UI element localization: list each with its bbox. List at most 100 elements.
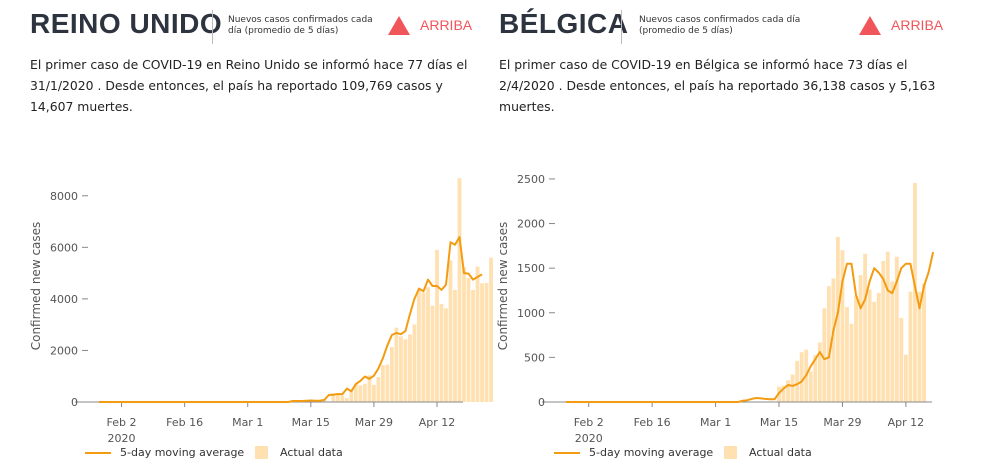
bar — [808, 371, 813, 402]
legend-actual-label: Actual data — [280, 446, 343, 459]
y-tick-label: 4000 — [50, 293, 78, 306]
bar — [444, 308, 448, 402]
bar — [867, 289, 872, 402]
legend-bar-swatch — [724, 446, 737, 459]
x-tick-label: Feb 16 — [634, 416, 671, 429]
bar — [908, 291, 913, 402]
bar — [858, 275, 863, 402]
bar — [466, 278, 471, 402]
x-tick-label: Apr 12 — [888, 416, 925, 429]
subheader: Nuevos casos confirmados cada día (prome… — [228, 15, 373, 36]
x-tick-label: Mar 29 — [355, 416, 393, 429]
y-tick-label: 2000 — [517, 218, 545, 231]
bar — [453, 290, 457, 402]
bar — [831, 278, 836, 402]
up-triangle-icon — [859, 16, 881, 35]
bar — [922, 283, 926, 402]
y-tick-label: 1500 — [517, 262, 545, 275]
bar — [412, 324, 417, 402]
bar — [894, 256, 899, 402]
legend-line-swatch — [554, 452, 580, 454]
legend-line-swatch — [85, 452, 111, 454]
panel-belgica: BÉLGICA Nuevos casos confirmados cada dí… — [496, 0, 979, 473]
bar — [408, 334, 412, 402]
bar — [430, 305, 435, 402]
bar — [899, 317, 904, 402]
bar — [817, 342, 822, 402]
header-divider — [212, 10, 213, 44]
header-divider — [621, 10, 622, 44]
x-tick-label: Mar 1 — [232, 416, 263, 429]
moving-average-line — [99, 236, 483, 403]
y-tick-label: 500 — [524, 351, 545, 364]
bar — [435, 249, 439, 402]
x-tick-label: Apr 12 — [419, 416, 456, 429]
x-tick-label: Mar 15 — [760, 416, 798, 429]
bar — [849, 323, 854, 402]
bar — [462, 267, 466, 402]
bar — [399, 336, 403, 402]
chart-reino-unido: 0 2000 4000 6000 8000 Confirmed new cases Feb … — [29, 178, 493, 445]
bar — [381, 365, 385, 402]
bar — [781, 385, 786, 402]
bar — [876, 292, 881, 402]
legend-bar-swatch — [255, 446, 268, 459]
y-tick-label: 6000 — [50, 241, 78, 254]
country-title: REINO UNIDO — [30, 8, 223, 39]
bar — [484, 282, 489, 402]
x-tick-label: Mar 15 — [292, 416, 330, 429]
bar — [903, 354, 908, 402]
bar — [417, 290, 421, 402]
bar — [480, 283, 484, 402]
bar — [403, 339, 408, 402]
y-axis-label: Confirmed new cases — [496, 222, 510, 351]
bar — [322, 400, 327, 402]
y-tick-label: 2000 — [50, 344, 78, 357]
bar — [331, 393, 336, 402]
bar — [826, 286, 831, 402]
bar — [471, 290, 475, 402]
bar — [863, 253, 868, 402]
bar — [358, 385, 363, 402]
y-tick-label: 0 — [538, 396, 545, 409]
actual-bars — [290, 178, 493, 402]
bar — [349, 391, 354, 402]
country-title: BÉLGICA — [499, 8, 629, 39]
bar — [362, 383, 367, 402]
bar — [371, 384, 376, 402]
bar — [913, 183, 917, 402]
y-tick-label: 1000 — [517, 307, 545, 320]
x-tick-sublabel: 2020 — [108, 432, 136, 445]
bar — [353, 384, 358, 402]
bar — [881, 261, 886, 402]
y-axis-label: Confirmed new cases — [29, 222, 43, 351]
legend-average-label: 5-day moving average — [120, 446, 245, 459]
bar — [885, 251, 890, 402]
chart-belgica: 0 500 1000 1500 2000 2500 Confirmed new cases F… — [496, 173, 935, 445]
y-tick-label: 0 — [71, 396, 78, 409]
bar — [786, 380, 790, 402]
y-tick-label: 8000 — [50, 190, 78, 203]
y-tick-label: 2500 — [517, 173, 545, 186]
bar — [790, 374, 795, 402]
subheader: Nuevos casos confirmados cada día (prome… — [639, 15, 801, 36]
bar — [385, 364, 390, 402]
description: El primer caso de COVID-19 en Reino Unid… — [30, 57, 468, 114]
bar — [421, 292, 426, 402]
trend-label: ARRIBA — [420, 17, 473, 33]
bar — [489, 257, 493, 402]
trend-label: ARRIBA — [891, 17, 944, 33]
panel-reino-unido: REINO UNIDO Nuevos casos confirmados cad… — [29, 0, 510, 473]
bar — [795, 360, 800, 402]
bar — [836, 236, 840, 402]
bar — [799, 352, 804, 402]
bar — [822, 308, 827, 402]
bar — [439, 303, 444, 402]
bar — [340, 395, 345, 402]
actual-bars — [777, 183, 926, 402]
x-tick-sublabel: 2020 — [575, 432, 603, 445]
up-triangle-icon — [388, 16, 410, 35]
bar — [890, 281, 895, 402]
bar — [344, 398, 349, 402]
bar — [367, 375, 372, 402]
